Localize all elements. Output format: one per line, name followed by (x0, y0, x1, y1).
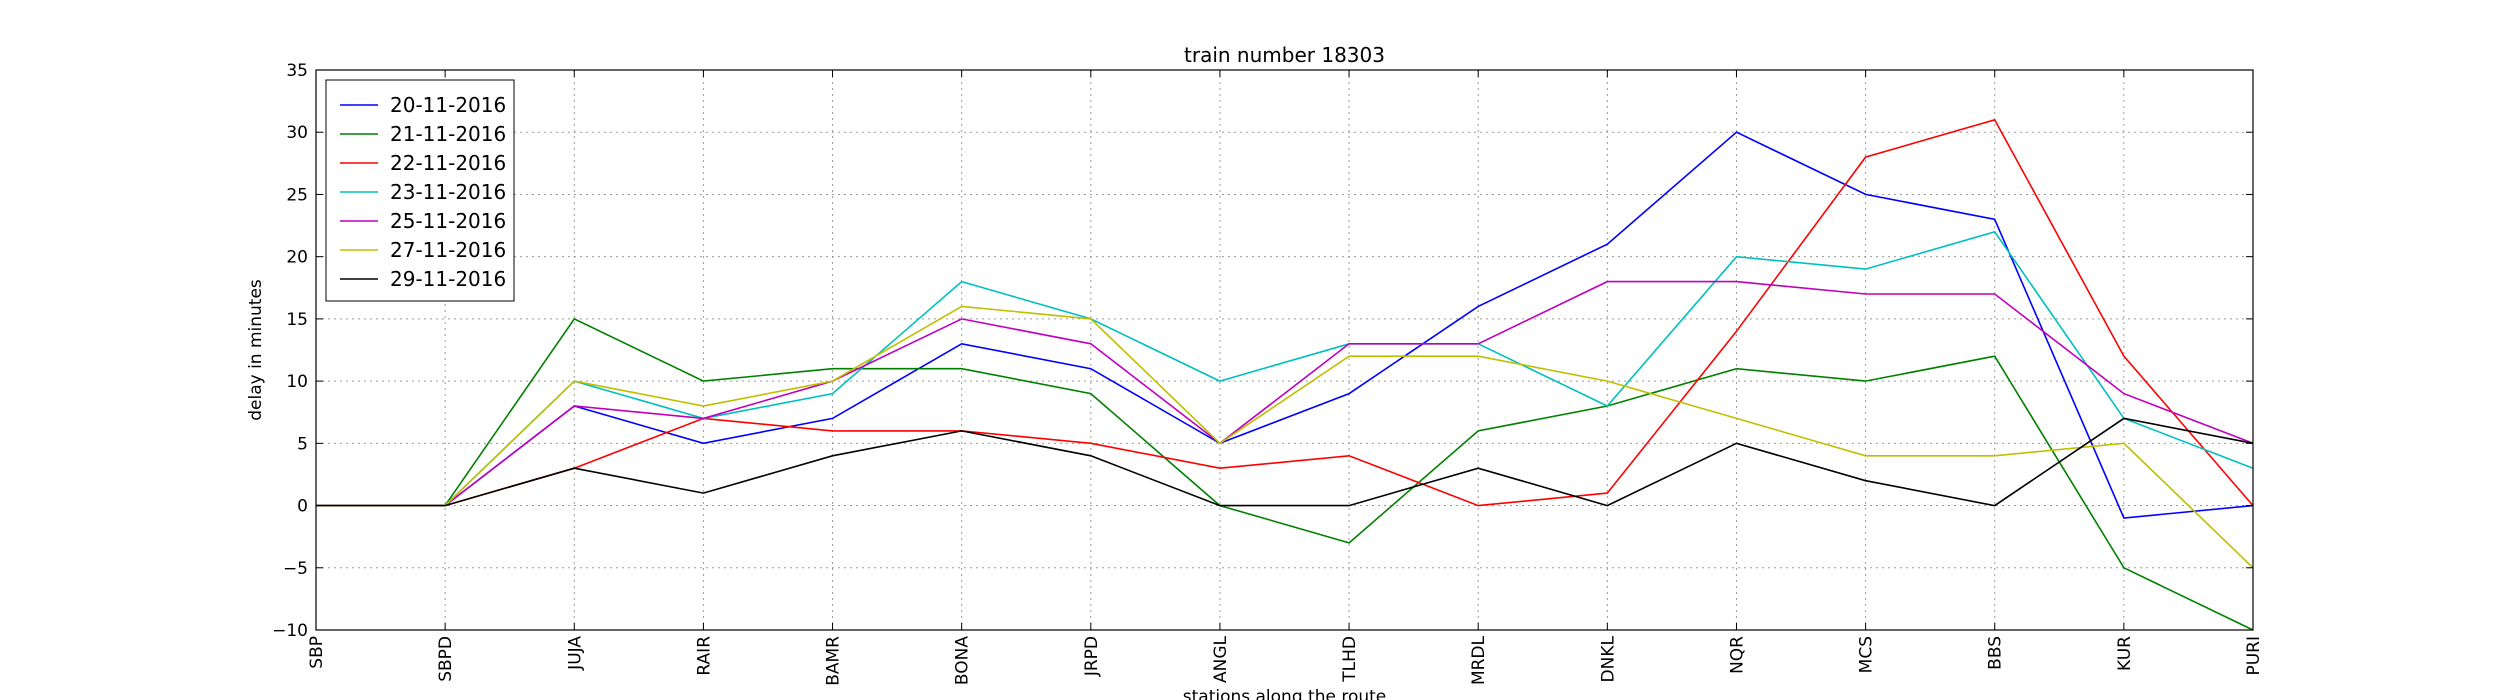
y-tick-label: −10 (272, 621, 308, 641)
x-tick-label: SBPD (436, 636, 456, 682)
x-tick-label: BAMR (824, 636, 844, 686)
plot-area-frame (315, 69, 2254, 631)
y-tick-label: 10 (286, 372, 308, 392)
series-line (316, 280, 2254, 507)
chart-title: train number 18303 (1184, 43, 1385, 67)
x-tick-label: BONA (953, 636, 973, 685)
legend-entry: 22-11-2016 (390, 151, 506, 175)
legend-entry: 27-11-2016 (390, 238, 506, 262)
series-line (316, 305, 2254, 569)
series-line (316, 230, 2254, 507)
series-line (316, 317, 2254, 631)
x-tick-label: DNKL (1598, 635, 1618, 682)
legend-frame (325, 79, 515, 302)
axis-ticks: SBP SBPD JUJA RAIR BAMR BONA JRPD ANGL TLHD MRDL D… (272, 61, 2264, 686)
y-tick-label: 0 (297, 497, 308, 517)
x-axis-label: stations along the route (1183, 687, 1387, 700)
y-tick-label: 5 (297, 434, 308, 454)
y-tick-label: 15 (286, 310, 308, 330)
y-tick-label: −5 (283, 559, 308, 579)
legend-entry: 29-11-2016 (390, 267, 506, 291)
legend-entry: 20-11-2016 (390, 93, 506, 117)
x-tick-label: PURI (2244, 636, 2264, 676)
x-tick-label: RAIR (694, 636, 714, 676)
x-tick-label: MCS (1857, 636, 1877, 673)
series-lines (316, 118, 2254, 631)
series-line (316, 131, 2254, 519)
legend-entry: 23-11-2016 (390, 180, 506, 204)
series-line (316, 417, 2254, 507)
x-tick-label: JUJA (565, 636, 585, 671)
x-tick-label: TLHD (1340, 636, 1360, 683)
x-tick-label: NQR (1727, 636, 1747, 674)
x-tick-label: SBP (307, 636, 327, 669)
x-tick-label: JRPD (1082, 636, 1102, 677)
y-axis-label: delay in minutes (246, 279, 266, 421)
legend-entry: 25-11-2016 (390, 209, 506, 233)
legend-entry: 21-11-2016 (390, 122, 506, 146)
y-tick-label: 25 (286, 185, 308, 205)
y-tick-label: 35 (286, 61, 308, 81)
y-tick-label: 20 (286, 248, 308, 268)
x-tick-label: BBS (1986, 636, 2006, 670)
x-tick-label: ANGL (1211, 635, 1231, 683)
x-tick-label: MRDL (1469, 635, 1489, 685)
x-tick-label: KUR (2115, 636, 2135, 671)
y-tick-label: 30 (286, 123, 308, 143)
legend: 20-11-2016 21-11-2016 22-11-2016 23-11-2016… (325, 79, 515, 302)
series-line (316, 118, 2254, 507)
